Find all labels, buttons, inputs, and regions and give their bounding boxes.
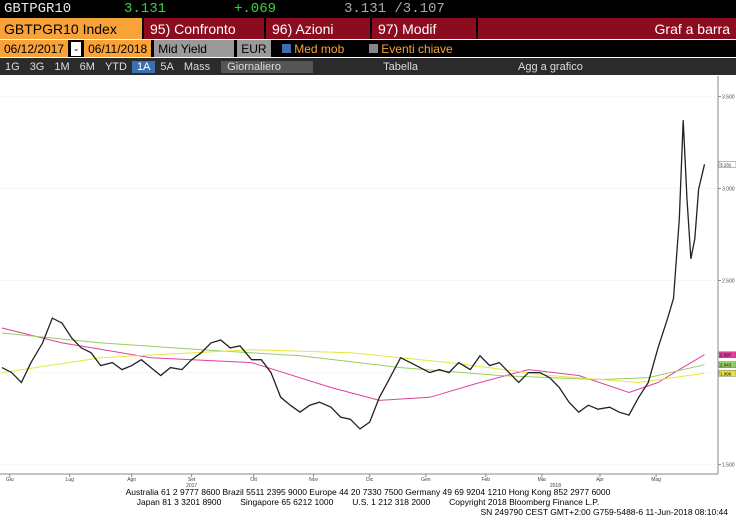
footer-line: Japan 81 3 3201 8900 Singapore 65 6212 1… xyxy=(136,497,600,507)
footer-line: SN 249790 CEST GMT+2:00 G759-5488-6 11-J… xyxy=(480,507,728,517)
series-line xyxy=(1,332,705,381)
moving-avg[interactable]: Med mob xyxy=(294,41,345,56)
x-tick-label: Dic xyxy=(366,477,374,483)
table-button[interactable]: Tabella xyxy=(383,60,419,73)
field[interactable]: Mid Yield xyxy=(154,40,235,57)
checkbox[interactable] xyxy=(369,44,379,53)
footer: Australia 61 2 9777 8600 Brazil 5511 239… xyxy=(0,487,736,517)
x-tick-label: Lug xyxy=(66,477,75,483)
footer-line: Australia 61 2 9777 8600 Brazil 5511 239… xyxy=(125,487,611,497)
y-tick-label: 3.500 xyxy=(722,94,735,100)
x-tick-label: Giu xyxy=(6,477,14,483)
x-tick-label: Gen xyxy=(421,477,431,483)
year-label: 2017 xyxy=(186,483,197,487)
end-date[interactable]: 06/11/2018 xyxy=(84,40,152,57)
frequency[interactable]: Giornaliero xyxy=(221,60,314,73)
end-label: 2.097 xyxy=(720,353,732,358)
currency[interactable]: EUR xyxy=(237,40,272,57)
end-label: 1.996 xyxy=(720,371,732,376)
period-button[interactable]: Mass xyxy=(183,60,211,73)
add-to-chart[interactable]: Agg a grafico xyxy=(518,60,583,73)
x-tick-label: Feb xyxy=(481,477,490,483)
end-label-box xyxy=(718,370,736,377)
ticker: GBTPGR10 xyxy=(4,1,72,17)
period-group: 1G 3G 1M 6M YTD 1A 5A Mass xyxy=(0,58,215,75)
end-label-box xyxy=(718,161,736,168)
end-label: 2.043 xyxy=(720,363,732,368)
menu-bar: GBTPGR10 Index 95) Confronto 96) Azioni … xyxy=(0,18,736,39)
series-line xyxy=(1,349,705,384)
x-tick-label: Ago xyxy=(127,477,136,483)
date-separator: - xyxy=(71,41,82,56)
end-label-box xyxy=(718,351,736,358)
y-tick-label: 2.500 xyxy=(722,279,735,285)
period-button[interactable]: 1A xyxy=(131,60,156,73)
period-button[interactable]: 1G xyxy=(5,60,20,73)
menu-button[interactable]: 96) Azioni xyxy=(266,18,370,39)
menu-button[interactable]: 97) Modif xyxy=(372,18,476,39)
x-tick-label: Apr xyxy=(596,477,604,483)
menu-button[interactable]: 95) Confronto xyxy=(144,18,264,39)
period-button[interactable]: YTD xyxy=(104,60,127,73)
series-line xyxy=(1,327,705,401)
last-price: 3.131 xyxy=(124,1,167,17)
end-label: 3.131 xyxy=(720,162,732,167)
period-button[interactable]: 3G xyxy=(29,60,45,73)
period-button[interactable]: 5A xyxy=(160,60,174,73)
controls-bar: 06/12/2017 - 06/11/2018 Mid Yield EUR Me… xyxy=(0,40,736,57)
security[interactable]: GBTPGR10 Index xyxy=(0,18,142,39)
x-tick-label: Set xyxy=(188,477,196,483)
series-line xyxy=(1,120,706,430)
toolbar: 1G 3G 1M 6M YTD 1A 5A Mass Giornaliero Tabella … xyxy=(0,58,736,75)
y-tick-label: 3.000 xyxy=(722,186,735,192)
y-tick-label: 1.500 xyxy=(722,463,735,469)
x-tick-label: Mag xyxy=(651,477,661,483)
period-button[interactable]: 6M xyxy=(79,60,95,73)
x-tick-label: Nov xyxy=(309,477,318,483)
year-label: 2018 xyxy=(550,483,561,487)
end-label-box xyxy=(718,361,736,368)
x-tick-label: Ott xyxy=(250,477,257,483)
start-date[interactable]: 06/12/2017 xyxy=(0,40,69,57)
x-tick-label: Mar xyxy=(538,477,547,483)
period-button[interactable]: 1M xyxy=(54,60,70,73)
bid-ask: 3.131 /3.107 xyxy=(344,1,445,17)
quote-bar: GBTPGR10 3.131 +.069 3.131 /3.107 xyxy=(0,0,736,18)
chart-type[interactable]: Graf a barra xyxy=(478,18,736,39)
change: +.069 xyxy=(234,1,277,17)
checkbox[interactable] xyxy=(282,44,292,53)
key-events[interactable]: Eventi chiave xyxy=(381,41,453,56)
chart: 1.5002.0002.5003.0003.500GiuLugAgoSetOtt… xyxy=(0,76,736,487)
